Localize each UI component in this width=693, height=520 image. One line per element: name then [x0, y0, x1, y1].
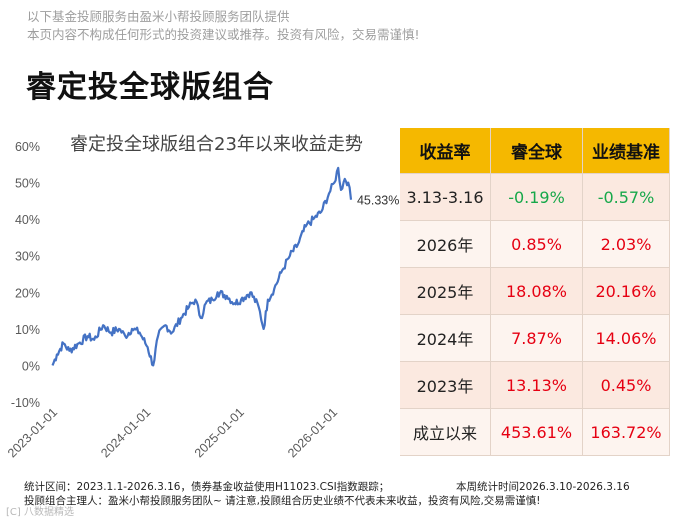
- period-cell: 3.13-3.16: [400, 173, 491, 221]
- x-tick-label: 2024-01-01: [98, 405, 153, 460]
- footer-stats-period: 统计区间：2023.1.1-2026.3.16，债券基金收益使用H11023.C…: [24, 481, 390, 493]
- table-row: 2026年 0.85% 2.03%: [400, 220, 670, 268]
- period-cell: 2024年: [400, 314, 491, 362]
- fund-return-cell: 0.85%: [490, 220, 583, 268]
- y-tick-label: 40%: [15, 213, 40, 227]
- benchmark-return-cell: 14.06%: [582, 314, 670, 362]
- y-tick-label: 20%: [15, 286, 40, 300]
- benchmark-return-cell: 163.72%: [582, 408, 670, 456]
- x-tick-label: 2025-01-01: [192, 405, 247, 460]
- period-cell: 2025年: [400, 267, 491, 315]
- y-tick-label: 30%: [15, 250, 40, 264]
- chart-title: 睿定投全球版组合23年以来收益走势: [70, 134, 363, 155]
- x-tick-label: 2026-01-01: [285, 405, 340, 460]
- table-row: 3.13-3.16 -0.19% -0.57%: [400, 173, 670, 221]
- header-benchmark: 业绩基准: [582, 128, 670, 174]
- table-row: 2023年 13.13% 0.45%: [400, 361, 670, 409]
- benchmark-return-cell: 0.45%: [582, 361, 670, 409]
- footer-stats: 统计区间：2023.1.1-2026.3.16，债券基金收益使用H11023.C…: [24, 479, 630, 494]
- y-tick-label: 50%: [15, 177, 40, 191]
- fund-return-cell: -0.19%: [490, 173, 583, 221]
- y-tick-label: -10%: [11, 396, 40, 410]
- footer-manager-note: 投顾组合主理人：盈米小帮投顾服务团队~ 请注意,投顾组合历史业绩不代表未来收益，…: [24, 495, 541, 507]
- fund-return-cell: 13.13%: [490, 361, 583, 409]
- period-cell: 成立以来: [400, 408, 491, 456]
- header-fund: 睿全球: [490, 128, 583, 174]
- table-row: 2025年 18.08% 20.16%: [400, 267, 670, 315]
- benchmark-return-cell: 2.03%: [582, 220, 670, 268]
- return-line-chart: 60% 50% 40% 30% 20% 10% 0% -10%2023-01-01 2024-0…: [5, 140, 399, 460]
- disclaimer-line-2: 本页内容不构成任何形式的投资建议或推荐。投资有风险，交易需谨慎!: [27, 27, 420, 42]
- table-row: 成立以来 453.61% 163.72%: [400, 408, 670, 456]
- disclaimer-line-1: 以下基金投顾服务由盈米小帮投顾服务团队提供: [27, 9, 290, 24]
- period-cell: 2026年: [400, 220, 491, 268]
- fund-return-cell: 7.87%: [490, 314, 583, 362]
- benchmark-return-cell: -0.57%: [582, 173, 670, 221]
- y-tick-label: 0%: [22, 359, 40, 373]
- watermark: [C] 八数据精选: [6, 507, 74, 518]
- series-line: [51, 166, 353, 367]
- y-tick-label: 60%: [15, 140, 40, 154]
- fund-return-cell: 453.61%: [490, 408, 583, 456]
- y-tick-label: 10%: [15, 323, 40, 337]
- header-return: 收益率: [400, 128, 491, 174]
- fund-return-cell: 18.08%: [490, 267, 583, 315]
- end-value-label: 45.33%: [357, 194, 399, 208]
- table-header-row: 收益率 睿全球 业绩基准: [400, 128, 670, 174]
- footer-week-period: 本周统计时间2026.3.10-2026.3.16: [456, 481, 630, 493]
- benchmark-return-cell: 20.16%: [582, 267, 670, 315]
- table-row: 2024年 7.87% 14.06%: [400, 314, 670, 362]
- performance-table: 收益率 睿全球 业绩基准 3.13-3.16 -0.19% -0.57% 202…: [400, 128, 670, 456]
- x-tick-label: 2023-01-01: [5, 405, 60, 460]
- period-cell: 2023年: [400, 361, 491, 409]
- page-title: 睿定投全球版组合: [26, 70, 274, 105]
